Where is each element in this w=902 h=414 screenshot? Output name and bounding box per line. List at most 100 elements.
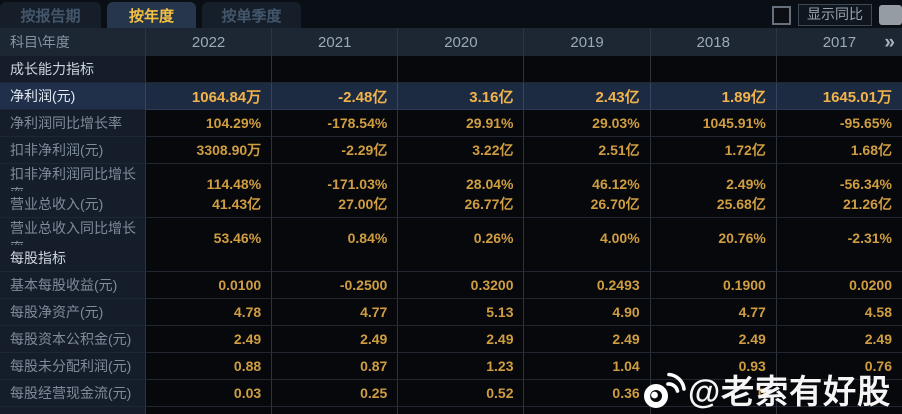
year-header: 2018	[649, 28, 776, 56]
table-row-net-profit[interactable]: 净利润(元) 1064.84万 -2.48亿 3.16亿 2.43亿 1.89亿…	[0, 83, 902, 110]
empty-cell	[397, 56, 524, 83]
clipped-label-cell	[0, 407, 145, 414]
cell-value: 25.68亿	[649, 191, 776, 218]
cell-value: 3.22亿	[397, 137, 524, 164]
yoy-controls: 显示同比	[772, 4, 902, 26]
cell-value: 21.26亿	[775, 191, 902, 218]
row-label: 扣非净利润(元)	[0, 137, 145, 164]
row-label: 营业总收入(元)	[0, 191, 145, 218]
cell-value: -2.29亿	[271, 137, 398, 164]
cell-value: 1645.01万	[775, 83, 902, 110]
cell-value: 0.93	[649, 353, 776, 380]
cell-value: 2.49	[523, 326, 650, 353]
empty-cell	[145, 245, 272, 272]
clipped-cell	[397, 407, 524, 414]
more-columns-button[interactable]: »	[884, 31, 895, 53]
cell-value: 0.88	[145, 353, 272, 380]
corner-header: 科目\年度	[10, 34, 70, 50]
clipped-cell	[649, 407, 776, 414]
cell-value: 26.70亿	[523, 191, 650, 218]
tab-by-year[interactable]: 按年度	[107, 2, 196, 28]
cell-value: -2.48亿	[271, 83, 398, 110]
empty-cell	[649, 245, 776, 272]
row-label: 每股资本公积金(元)	[0, 326, 145, 353]
cell-value: 0.1900	[649, 272, 776, 299]
show-yoy-label[interactable]: 显示同比	[798, 4, 872, 26]
cell-value: -178.54%	[271, 110, 398, 137]
table-row[interactable]: 每股未分配利润(元) 0.88 0.87 1.23 1.04 0.93 0.76	[0, 353, 902, 380]
table-row[interactable]: 净利润同比增长率 104.29% -178.54% 29.91% 29.03% …	[0, 110, 902, 137]
section-row: 成长能力指标	[0, 56, 902, 83]
cell-value: 1064.84万	[145, 83, 272, 110]
cell-value: 1.89亿	[649, 83, 776, 110]
table-row[interactable]: 扣非净利润同比增长率 114.48% -171.03% 28.04% 46.12…	[0, 164, 902, 205]
cell-value: 0.3200	[397, 272, 524, 299]
empty-cell	[649, 56, 776, 83]
cell-value: -95.65%	[775, 110, 902, 137]
indicator-table: 科目\年度 2022 2021 2020 2019 2018 2017 » 成长…	[0, 28, 902, 414]
cell-value: 4.77	[271, 299, 398, 326]
row-label: 每股经营现金流(元)	[0, 380, 145, 407]
row-label: 每股未分配利润(元)	[0, 353, 145, 380]
cell-value: 4.90	[523, 299, 650, 326]
cell-value: 4.78	[145, 299, 272, 326]
tab-by-report-period[interactable]: 按报告期	[0, 2, 101, 28]
cell-value: -0.2500	[271, 272, 398, 299]
table-row[interactable]: 每股资本公积金(元) 2.49 2.49 2.49 2.49 2.49 2.49	[0, 326, 902, 353]
cell-value: 5.13	[397, 299, 524, 326]
table-row[interactable]: 营业总收入(元) 41.43亿 27.00亿 26.77亿 26.70亿 25.…	[0, 191, 902, 218]
cell-value: 26.77亿	[397, 191, 524, 218]
clipped-cell	[145, 407, 272, 414]
cell-value: 2.43亿	[523, 83, 650, 110]
year-header: 2020	[397, 28, 523, 56]
year-header: 2017 »	[775, 28, 902, 56]
table-row[interactable]: 每股净资产(元) 4.78 4.77 5.13 4.90 4.77 4.58	[0, 299, 902, 326]
edge-button-fragment[interactable]	[879, 5, 902, 25]
year-header: 2019	[523, 28, 649, 56]
cell-value: 3.16亿	[397, 83, 524, 110]
cell-value: 0.25	[271, 380, 398, 407]
cell-value: 0.03	[145, 380, 272, 407]
period-tabbar: 按报告期 按年度 按单季度 显示同比	[0, 0, 902, 28]
cell-value: 2.49	[649, 326, 776, 353]
empty-cell	[145, 56, 272, 83]
cell-value: 1.04	[523, 353, 650, 380]
table-row[interactable]: 基本每股收益(元) 0.0100 -0.2500 0.3200 0.2493 0…	[0, 272, 902, 299]
year-header-label: 2017	[822, 33, 857, 51]
cell-value: 0.0200	[775, 272, 902, 299]
cell-value: 1.23	[397, 353, 524, 380]
cell-value: 3308.90万	[145, 137, 272, 164]
row-label: 基本每股收益(元)	[0, 272, 145, 299]
cell-value: 0.36	[523, 380, 650, 407]
section-row: 每股指标	[0, 245, 902, 272]
cell-value: 0.52	[397, 380, 524, 407]
cell-value: 2.49	[775, 326, 902, 353]
cell-value: 41.43亿	[145, 191, 272, 218]
empty-cell	[271, 56, 398, 83]
empty-cell	[523, 245, 650, 272]
cell-value: 4.58	[775, 299, 902, 326]
row-label: 净利润同比增长率	[0, 110, 145, 137]
year-header: 2021	[271, 28, 397, 56]
empty-cell	[397, 245, 524, 272]
show-yoy-checkbox[interactable]	[772, 5, 791, 25]
tab-by-single-quarter[interactable]: 按单季度	[202, 2, 301, 28]
cell-value: 0.87	[271, 353, 398, 380]
cell-value: 0.0100	[145, 272, 272, 299]
cell-value: 1.72亿	[649, 137, 776, 164]
table-row[interactable]: 营业总收入同比增长率 53.46% 0.84% 0.26% 4.00% 20.7…	[0, 218, 902, 259]
clipped-cell	[271, 407, 398, 414]
cell-value: 1045.91%	[649, 110, 776, 137]
clipped-row	[0, 407, 902, 414]
cell-value: 4.77	[649, 299, 776, 326]
clipped-cell	[775, 407, 902, 414]
empty-cell	[775, 56, 902, 83]
row-label: 每股净资产(元)	[0, 299, 145, 326]
cell-value: 2.49	[145, 326, 272, 353]
row-label: 净利润(元)	[0, 83, 145, 110]
cell-value: 27.00亿	[271, 191, 398, 218]
clipped-cell	[523, 407, 650, 414]
table-row[interactable]: 扣非净利润(元) 3308.90万 -2.29亿 3.22亿 2.51亿 1.7…	[0, 137, 902, 164]
table-row[interactable]: 每股经营现金流(元) 0.03 0.25 0.52 0.36 0	[0, 380, 902, 407]
